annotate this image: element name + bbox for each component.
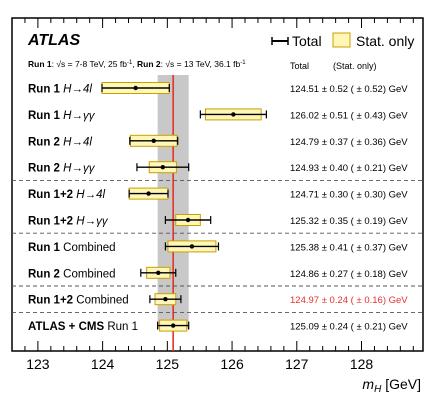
row-channel-label: Combined — [60, 268, 116, 280]
legend-stat-swatch — [332, 32, 351, 48]
row-run-label: Run 2 — [28, 136, 60, 148]
row-run-label: Run 1+2 — [28, 189, 73, 201]
row-result-text: 124.93 ± 0.40 ( ± 0.21) GeV — [290, 163, 408, 174]
x-tick-label: 128 — [350, 356, 374, 372]
row-run-label: Run 1 — [28, 110, 61, 122]
run-info: Run 1: √s = 7-8 TeV, 25 fb-1, Run 2: √s … — [28, 59, 246, 69]
measurement-row: Run 1 H→γγ 126.02 ± 0.51 ( ± 0.43) GeV — [28, 108, 408, 122]
row-channel-label: H→4l — [73, 189, 105, 201]
x-tick-label: 124 — [91, 356, 115, 372]
x-axis-label-sub: H — [374, 384, 382, 395]
x-axis-label-m: m — [362, 376, 374, 392]
central-value-point — [146, 191, 151, 196]
row-channel-label: H→γγ — [73, 216, 109, 228]
legend-total-label: Total — [292, 33, 322, 49]
row-result-text: 125.38 ± 0.41 ( ± 0.37) GeV — [290, 242, 408, 253]
row-label: Run 1 Combined — [28, 242, 116, 254]
row-label: Run 1+2 H→4l — [28, 189, 105, 201]
row-result-text: 124.97 ± 0.24 ( ± 0.16) GeV — [290, 295, 408, 306]
measurement-row: ATLAS + CMS Run 1 125.09 ± 0.24 ( ± 0.21)… — [28, 319, 408, 333]
measurement-row: Run 2 H→γγ 124.93 ± 0.40 ( ± 0.21) GeV — [28, 161, 408, 175]
measurement-row: Run 1+2 Combined 124.97 ± 0.24 ( ± 0.16) … — [28, 293, 408, 307]
run2-label: Run 2 — [137, 59, 161, 69]
central-value-point — [189, 244, 195, 249]
col-header-stat: (Stat. only) — [333, 61, 377, 71]
row-channel-label: H→4l — [60, 136, 92, 148]
row-result-text: 126.02 ± 0.51 ( ± 0.43) GeV — [290, 110, 408, 121]
row-run-label: Run 1+2 — [28, 295, 73, 307]
row-channel-label: H→4l — [60, 84, 92, 96]
row-channel-label: H→γγ — [60, 163, 96, 175]
central-value-point — [160, 165, 166, 170]
measurement-row: Run 1+2 H→4l 124.71 ± 0.30 ( ± 0.30) GeV — [28, 187, 408, 201]
legend-total: Total — [271, 33, 322, 49]
row-run-label: ATLAS + CMS — [28, 321, 104, 333]
central-value-point — [156, 270, 161, 275]
run1-text: : √s = 7-8 TeV, 25 fb — [52, 59, 128, 69]
run-separator: , — [132, 59, 137, 69]
x-axis-label-unit: [GeV] — [381, 376, 421, 392]
row-result-text: 124.71 ± 0.30 ( ± 0.30) GeV — [290, 190, 408, 201]
row-label: Run 2 H→γγ — [28, 163, 96, 175]
col-header-total: Total — [290, 61, 309, 71]
row-result-text: 125.32 ± 0.35 ( ± 0.19) GeV — [290, 216, 408, 227]
row-label: Run 1 H→4l — [28, 84, 92, 96]
run1-sup: -1 — [127, 60, 133, 66]
central-value-point — [163, 297, 168, 302]
run2-sup: -1 — [240, 60, 246, 66]
x-tick-label: 127 — [285, 356, 309, 372]
measurement-row: Run 1 H→4l 124.51 ± 0.52 ( ± 0.52) GeV — [28, 82, 408, 96]
measurement-row: Run 2 H→4l 124.79 ± 0.37 ( ± 0.36) GeV — [28, 134, 408, 148]
row-result-text: 124.51 ± 0.52 ( ± 0.52) GeV — [290, 84, 408, 95]
measurement-row: Run 2 Combined 124.86 ± 0.27 ( ± 0.18) Ge… — [28, 266, 408, 280]
row-label: Run 2 H→4l — [28, 136, 92, 148]
row-label: Run 1+2 Combined — [28, 295, 129, 307]
row-run-label: Run 2 — [28, 163, 60, 175]
legend-stat: Stat. only — [332, 32, 414, 49]
row-run-label: Run 2 — [28, 268, 60, 280]
row-run-label: Run 1 — [28, 84, 61, 96]
central-value-point — [133, 85, 138, 91]
row-channel-label: Combined — [73, 295, 129, 307]
run1-label: Run 1 — [28, 59, 52, 69]
row-channel-label: H→γγ — [60, 110, 96, 122]
x-axis-label: mH [GeV] — [362, 376, 421, 395]
central-value-point — [185, 217, 191, 223]
row-run-label: Run 1 — [28, 242, 61, 254]
row-run-label: Run 1+2 — [28, 216, 73, 228]
x-tick-label: 123 — [26, 356, 50, 372]
legend-stat-label: Stat. only — [356, 33, 414, 49]
row-label: ATLAS + CMS Run 1 — [28, 321, 138, 333]
row-result-text: 125.09 ± 0.24 ( ± 0.21) GeV — [290, 322, 408, 333]
x-tick-label: 126 — [220, 356, 244, 372]
central-value-point — [151, 138, 156, 143]
plot-frame — [11, 17, 424, 352]
row-channel-label: Combined — [60, 242, 116, 254]
row-result-text: 124.86 ± 0.27 ( ± 0.18) GeV — [290, 269, 408, 280]
row-channel-label: Run 1 — [104, 321, 138, 333]
measurement-row: Run 1 Combined 125.38 ± 0.41 ( ± 0.37) Ge… — [28, 240, 408, 254]
measurement-row: Run 1+2 H→γγ 125.32 ± 0.35 ( ± 0.19) GeV — [28, 214, 408, 228]
row-label: Run 1+2 H→γγ — [28, 216, 109, 228]
row-result-text: 124.79 ± 0.37 ( ± 0.36) GeV — [290, 137, 408, 148]
experiment-label: ATLAS — [27, 32, 80, 49]
central-value-point — [231, 112, 236, 117]
x-tick-label: 125 — [156, 356, 180, 372]
run2-text: : √s = 13 TeV, 36.1 fb — [161, 59, 241, 69]
row-label: Run 1 H→γγ — [28, 110, 96, 122]
central-value-point — [170, 323, 176, 328]
row-label: Run 2 Combined — [28, 268, 116, 280]
